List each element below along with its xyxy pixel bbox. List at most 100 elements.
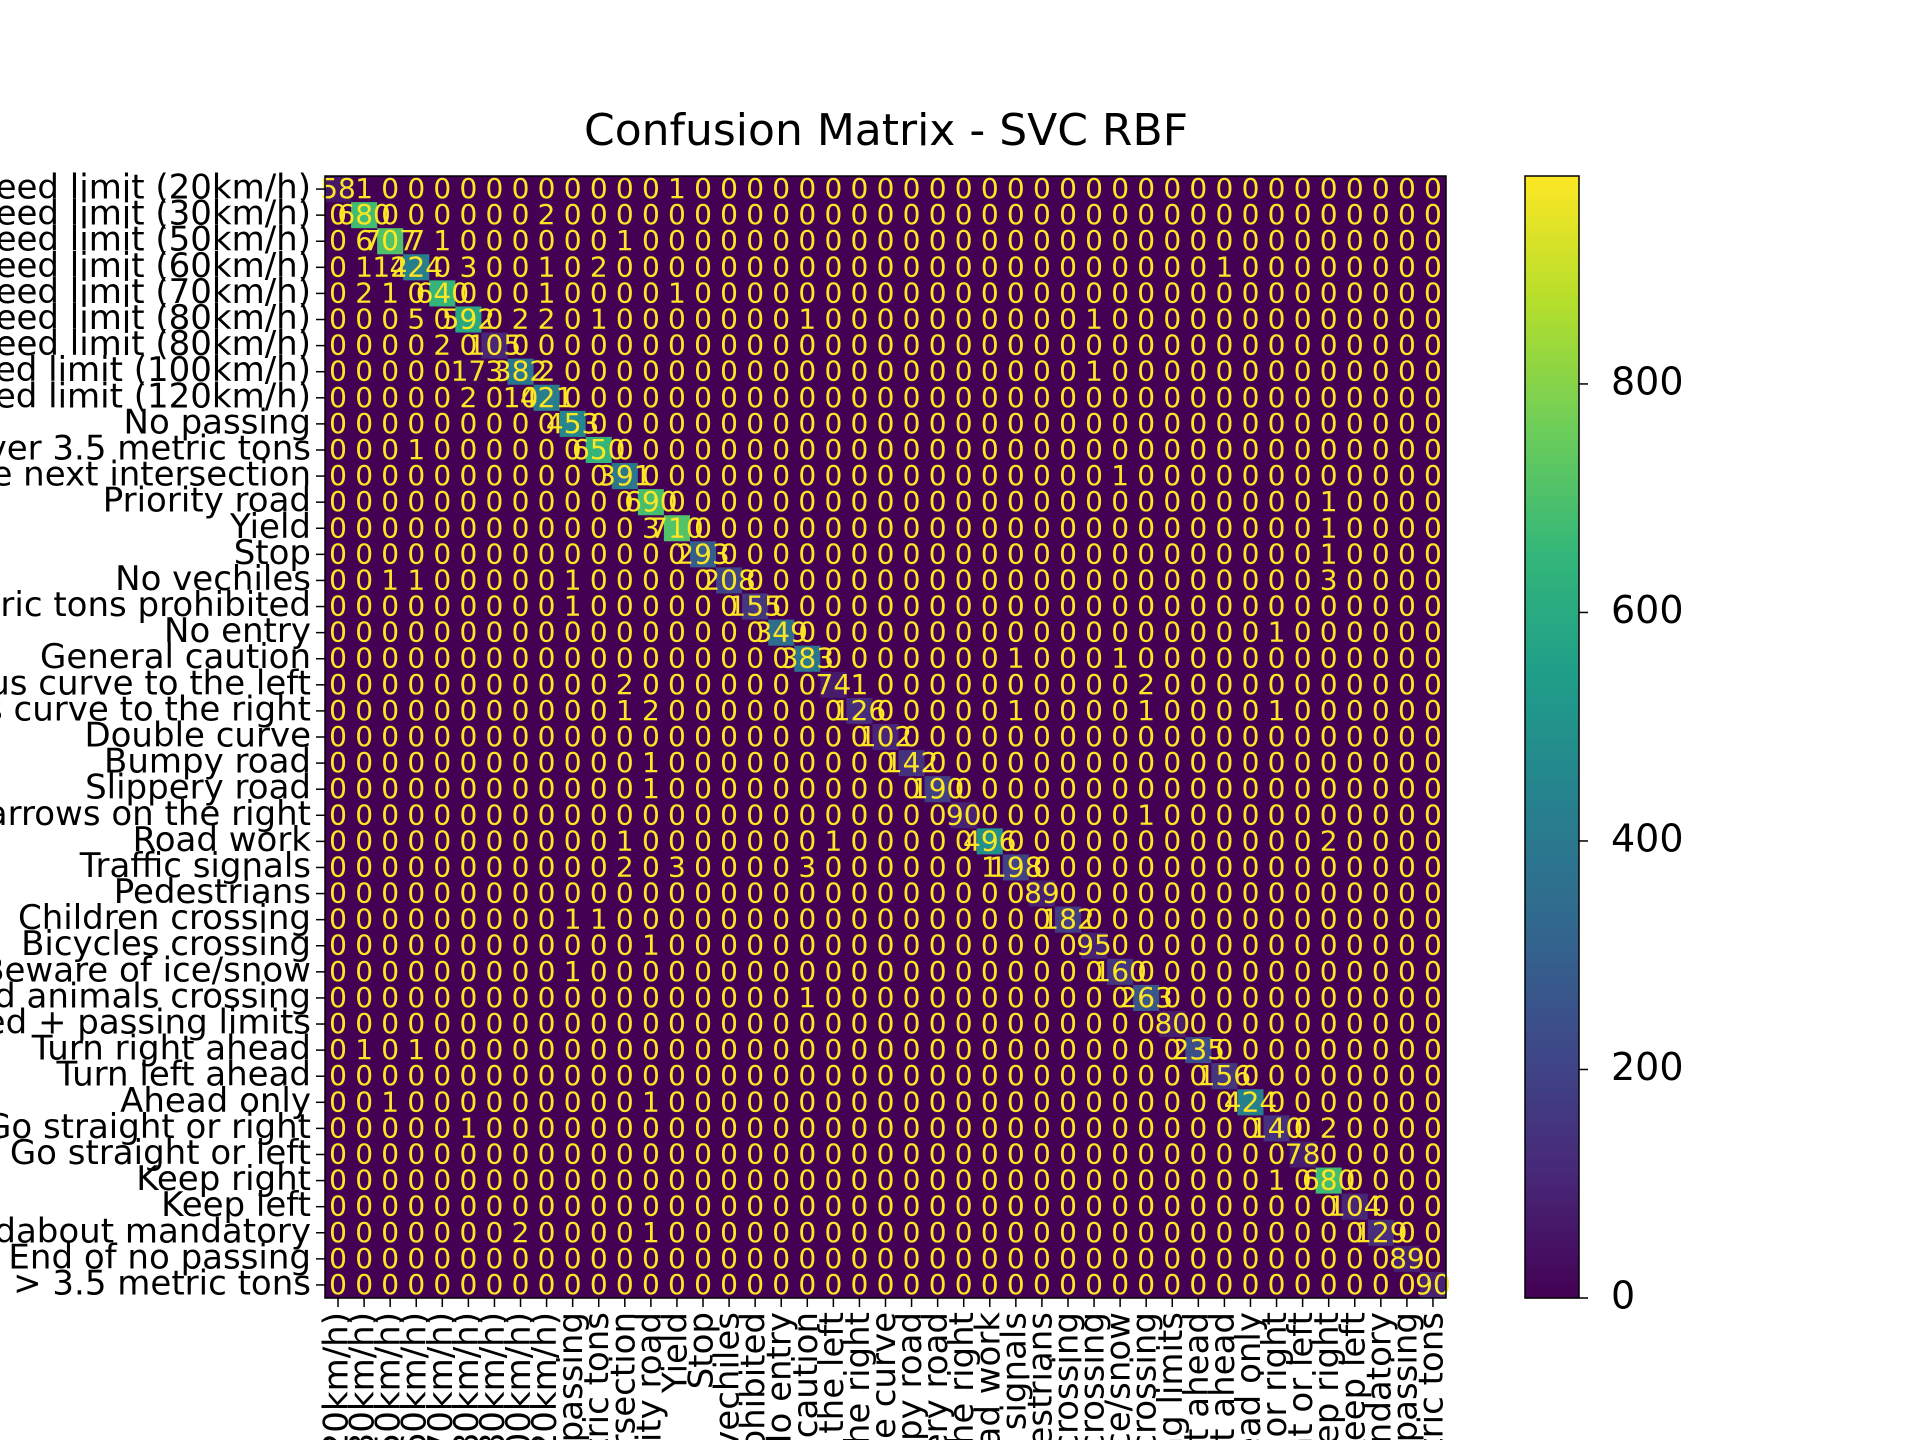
heatmap-cell (820, 384, 847, 412)
heatmap-cell (325, 384, 352, 412)
heatmap-cell (1237, 384, 1265, 412)
heatmap-cell (872, 358, 900, 386)
heatmap-cell (637, 228, 665, 255)
heatmap-cell (716, 384, 743, 412)
colorbar-segment (1525, 1269, 1579, 1277)
heatmap-cell (637, 332, 665, 360)
heatmap-cell (429, 410, 456, 438)
cell-value: 0 (772, 1268, 790, 1301)
heatmap-cell (1393, 280, 1421, 307)
heatmap-cell (507, 202, 535, 229)
colorbar-segment (1525, 389, 1579, 396)
colorbar-segment (1525, 882, 1579, 890)
colorbar-segment (1525, 1157, 1579, 1164)
heatmap-cell (325, 410, 352, 438)
heatmap-cell (429, 202, 456, 229)
heatmap-cell (924, 202, 952, 229)
heatmap-cell (663, 410, 691, 438)
heatmap-cell (794, 176, 821, 203)
heatmap-cell (1028, 202, 1056, 229)
heatmap-cell (716, 202, 743, 229)
colorbar-segment (1525, 725, 1579, 732)
heatmap-cell (1289, 202, 1317, 229)
colorbar-segment (1525, 1208, 1579, 1215)
colorbar-segment (1525, 434, 1579, 441)
heatmap-cell (846, 228, 873, 255)
colorbar-segment (1525, 793, 1579, 800)
heatmap-cell (689, 176, 717, 203)
heatmap-cell (742, 228, 769, 255)
heatmap-cell (768, 332, 795, 360)
colorbar-segment (1525, 1230, 1579, 1237)
heatmap-cell (716, 280, 743, 307)
heatmap-cell (768, 384, 795, 412)
heatmap-cell (1185, 202, 1212, 229)
heatmap-cell (976, 358, 1004, 386)
colorbar-segment (1525, 950, 1579, 957)
heatmap-cell (1237, 228, 1265, 255)
heatmap-cell (611, 176, 639, 203)
heatmap-cell (1081, 306, 1108, 334)
heatmap-cell (377, 202, 404, 229)
colorbar-segment (1525, 641, 1579, 648)
heatmap-cell (950, 306, 978, 334)
colorbar-segment (1525, 293, 1579, 301)
colorbar-segment (1525, 316, 1579, 323)
heatmap-cell (846, 254, 873, 281)
colorbar-segment (1525, 243, 1579, 250)
cell-value: 0 (538, 1268, 556, 1301)
heatmap-cell (1054, 254, 1082, 281)
colorbar-segment (1525, 366, 1579, 373)
colorbar-segment (1525, 905, 1579, 912)
heatmap-cell (898, 332, 926, 360)
heatmap-cell (481, 254, 508, 281)
colorbar-segment (1525, 675, 1579, 682)
heatmap-cell (429, 332, 456, 360)
heatmap-cell (820, 358, 847, 386)
heatmap-cell (507, 228, 535, 255)
cell-value: 0 (1398, 1268, 1416, 1301)
colorbar-segment (1525, 198, 1579, 205)
colorbar-segment (1525, 938, 1579, 946)
heatmap-cell (637, 176, 665, 203)
colorbar-segment (1525, 1253, 1579, 1260)
heatmap-cell (1107, 280, 1134, 307)
heatmap-cell (924, 228, 952, 255)
heatmap-cell (351, 176, 378, 203)
colorbar-segment (1525, 1118, 1579, 1125)
heatmap-cell (1393, 358, 1421, 386)
heatmap-cell (637, 410, 665, 438)
heatmap-cell (794, 384, 821, 412)
heatmap-cell (898, 306, 926, 334)
heatmap-cell (898, 254, 926, 281)
heatmap-cell (1315, 254, 1343, 281)
colorbar-segment (1525, 1241, 1579, 1249)
colorbar-segment (1525, 1152, 1579, 1159)
colorbar-segment (1525, 394, 1579, 401)
cell-value: 0 (1059, 1268, 1077, 1301)
heatmap-cell (716, 176, 743, 203)
heatmap-cell (481, 176, 508, 203)
heatmap-cell (1367, 280, 1395, 307)
heatmap-cell (351, 410, 378, 438)
heatmap-cell (872, 384, 900, 412)
colorbar-tick-label: 200 (1611, 1045, 1684, 1089)
colorbar-segment (1525, 400, 1579, 407)
heatmap-cell (663, 358, 691, 386)
cell-value: 0 (512, 1268, 530, 1301)
cell-value: 0 (1372, 1268, 1390, 1301)
heatmap-cell (455, 254, 482, 281)
heatmap-cell (663, 384, 691, 412)
colorbar-segment (1525, 955, 1579, 962)
heatmap-cell (377, 228, 404, 255)
heatmap-cell (351, 280, 378, 307)
colorbar-segment (1525, 473, 1579, 480)
colorbar-segment (1525, 484, 1579, 491)
heatmap-cell (1028, 280, 1056, 307)
colorbar-segment (1525, 1185, 1579, 1193)
colorbar-segment (1525, 204, 1579, 211)
colorbar-segment (1525, 692, 1579, 699)
heatmap-cell (924, 306, 952, 334)
heatmap-cell (794, 410, 821, 438)
heatmap-cell (507, 306, 535, 334)
